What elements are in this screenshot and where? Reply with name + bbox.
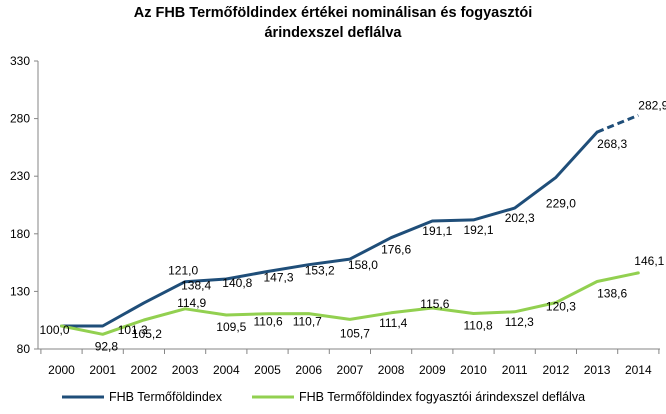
data-label: 121,0 — [168, 264, 198, 278]
y-tick-label: 280 — [10, 112, 30, 126]
data-label: 138,6 — [597, 286, 627, 300]
series-1-line — [60, 130, 599, 328]
y-tick-label: 330 — [10, 54, 30, 68]
data-label: 110,8 — [464, 319, 493, 333]
data-label: 229,0 — [546, 196, 576, 210]
data-label: 110,7 — [293, 315, 322, 329]
x-tick-label: 2002 — [131, 363, 158, 377]
chart-axes: 80 130 180 230 280 330 2000 2001 2002 2003 2004 200… — [10, 54, 660, 377]
data-label: 282,9 — [638, 98, 666, 112]
x-tick-label: 2013 — [584, 363, 611, 377]
y-tick-label: 80 — [17, 342, 31, 356]
y-tick-label: 180 — [10, 227, 30, 241]
data-label: 101,3 — [118, 323, 148, 337]
data-label: 115,6 — [420, 297, 449, 311]
x-tick-label: 2014 — [625, 363, 652, 377]
data-label: 110,6 — [254, 315, 283, 329]
x-tick-label: 2012 — [543, 363, 570, 377]
data-label: 146,1 — [634, 254, 664, 268]
data-label: 158,0 — [348, 258, 378, 272]
x-tick-label: 2009 — [419, 363, 446, 377]
x-tick-label: 2011 — [502, 363, 528, 377]
x-tick-label: 2006 — [295, 363, 322, 377]
y-tick-label: 230 — [10, 169, 30, 183]
data-label: 105,7 — [340, 326, 370, 340]
legend: FHB Termőföldindex FHB Termőföldindex fog… — [62, 390, 585, 404]
x-tick-label: 2007 — [337, 363, 364, 377]
data-label: 120,3 — [546, 300, 576, 314]
data-label: 114,9 — [177, 296, 206, 310]
data-label: 105,2 — [132, 327, 162, 341]
data-label: 140,8 — [222, 276, 252, 290]
x-tick-label: 2003 — [172, 363, 199, 377]
data-label: 100,0 — [40, 323, 70, 337]
data-label: 192,1 — [464, 223, 494, 237]
x-tick-label: 2000 — [48, 363, 75, 377]
data-label: 138,4 — [181, 279, 211, 293]
x-tick-label: 2005 — [254, 363, 281, 377]
y-tick-label: 130 — [10, 284, 30, 298]
x-tick-label: 2001 — [89, 363, 116, 377]
x-tick-label: 2008 — [378, 363, 405, 377]
chart-title-line-1: Az FHB Termőföldindex értékei nominálisa… — [134, 5, 533, 21]
x-tick-label: 2010 — [460, 363, 487, 377]
data-label: 112,3 — [505, 315, 534, 329]
data-label: 153,2 — [305, 264, 335, 278]
data-label: 268,3 — [597, 137, 627, 151]
data-label: 176,6 — [381, 243, 411, 257]
legend-label-1: FHB Termőföldindex — [109, 390, 223, 404]
series-2-line — [60, 271, 640, 336]
chart-title-line-2: árindexszel deflálva — [264, 25, 402, 41]
data-label: 92,8 — [95, 339, 119, 353]
chart-title: Az FHB Termőföldindex értékei nominálisa… — [134, 5, 533, 41]
series-1-projection-line — [596, 113, 639, 134]
series-lines — [60, 113, 640, 336]
data-label: 111,4 — [379, 316, 408, 330]
data-label: 202,3 — [505, 211, 535, 225]
data-label: 147,3 — [264, 270, 294, 284]
data-label: 191,1 — [422, 224, 452, 238]
legend-label-2: FHB Termőföldindex fogyasztói árindexsze… — [299, 390, 585, 404]
x-tick-label: 2004 — [213, 363, 240, 377]
data-label: 109,5 — [216, 320, 246, 334]
